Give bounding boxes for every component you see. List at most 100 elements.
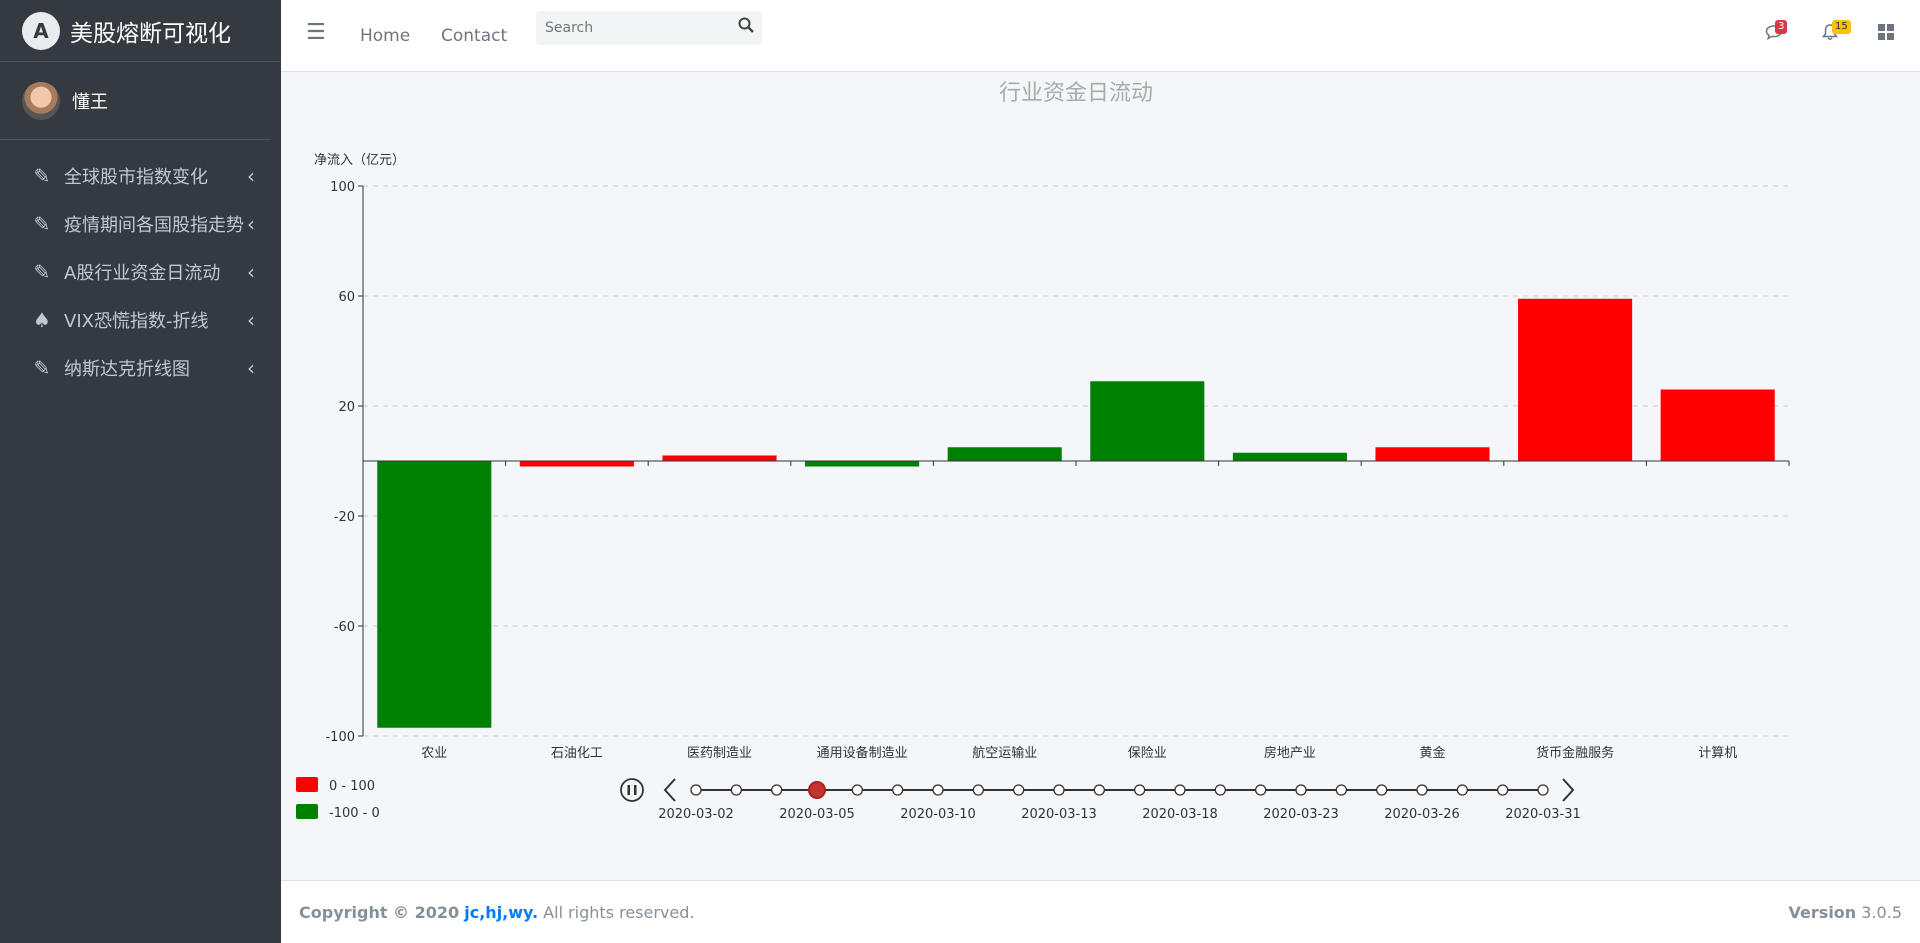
pause-icon	[620, 778, 644, 802]
sidebar-item-label: 疫情期间各国股指走势	[64, 215, 244, 236]
sidebar-item-vix[interactable]: ♠ VIX恐慌指数-折线 ‹	[0, 296, 281, 344]
timeline-point	[1013, 784, 1025, 796]
next-arrow-icon	[1562, 778, 1575, 802]
bar	[662, 455, 777, 461]
sidebar-item-label: A股行业资金日流动	[64, 263, 221, 284]
pause-icon-bar	[627, 785, 630, 795]
chart-title: 行业资金日流动	[999, 81, 1153, 106]
footer: Copyright © 2020 jc,hj,wy. All rights re…	[281, 880, 1920, 943]
notifications-badge: 15	[1832, 20, 1851, 34]
nav-contact-link[interactable]: Contact	[441, 26, 508, 46]
bell-icon[interactable]: 15	[1821, 20, 1851, 46]
legend-swatch	[296, 777, 318, 792]
nav-home-link[interactable]: Home	[360, 26, 411, 46]
timeline-point	[1497, 784, 1509, 796]
legend-label: -100 - 0	[329, 806, 380, 821]
sidebar-item-global-index[interactable]: ✎ 全球股市指数变化 ‹	[0, 152, 281, 200]
brand-title: 美股熔断可视化	[70, 20, 231, 47]
footer-version-label: Version	[1788, 902, 1857, 922]
timeline-point	[851, 784, 863, 796]
chevron-left-icon: ‹	[247, 164, 255, 188]
x-tick-label: 黄金	[1419, 745, 1445, 761]
timeline-point	[771, 784, 783, 796]
timeline-label: 2020-03-18	[1142, 807, 1218, 822]
timeline-point	[1416, 784, 1428, 796]
chevron-left-icon: ‹	[247, 260, 255, 284]
bar	[805, 461, 920, 467]
avatar	[22, 81, 60, 120]
footer-copyright: Copyright © 2020	[299, 902, 460, 922]
search-box	[536, 11, 762, 45]
prev-arrow-icon	[663, 778, 676, 802]
timeline-point	[972, 784, 984, 796]
x-tick-label: 农业	[421, 746, 447, 761]
timeline-point	[1295, 784, 1307, 796]
edit-icon: ✎	[33, 260, 51, 284]
chevron-left-icon: ‹	[247, 356, 255, 380]
x-tick-label: 保险业	[1128, 746, 1167, 761]
sidebar-nav: ✎ 全球股市指数变化 ‹ ✎ 疫情期间各国股指走势 ‹ ✎ A股行业资金日流动 …	[0, 140, 281, 392]
y-tick-label: -100	[325, 730, 355, 745]
footer-version: 3.0.5	[1861, 902, 1902, 922]
timeline-label: 2020-03-23	[1263, 807, 1339, 822]
sidebar-item-nasdaq[interactable]: ✎ 纳斯达克折线图 ‹	[0, 344, 281, 392]
x-tick-label: 通用设备制造业	[817, 745, 908, 761]
timeline-label: 2020-03-13	[1021, 807, 1097, 822]
timeline-point	[1174, 784, 1186, 796]
edit-icon: ✎	[33, 164, 51, 188]
top-navbar: ☰ Home Contact 3 15	[281, 0, 1920, 72]
brand-link[interactable]: A 美股熔断可视化	[0, 0, 281, 62]
bar	[1375, 447, 1490, 461]
x-tick-label: 医药制造业	[687, 746, 752, 761]
bar	[519, 461, 634, 467]
bar	[377, 461, 492, 728]
sidebar-item-industry-flow[interactable]: ✎ A股行业资金日流动 ‹	[0, 248, 281, 296]
timeline-point	[1134, 784, 1146, 796]
edit-icon: ✎	[33, 356, 51, 380]
search-icon[interactable]	[738, 17, 754, 38]
chevron-left-icon: ‹	[247, 212, 255, 236]
timeline-point	[1255, 784, 1267, 796]
timeline-label: 2020-03-10	[900, 807, 976, 822]
timeline-point	[1093, 784, 1105, 796]
grid-icon[interactable]	[1877, 22, 1895, 46]
x-tick-label: 货币金融服务	[1536, 745, 1614, 761]
timeline-label: 2020-03-31	[1505, 807, 1581, 822]
timeline-label: 2020-03-26	[1384, 807, 1460, 822]
chevron-left-icon: ‹	[247, 308, 255, 332]
messages-icon[interactable]: 3	[1765, 20, 1788, 46]
tree-icon: ♠	[33, 308, 51, 332]
timeline-point	[1456, 784, 1468, 796]
x-tick-label: 石油化工	[551, 746, 603, 761]
timeline-point	[1053, 784, 1065, 796]
legend-swatch	[296, 804, 318, 819]
user-panel[interactable]: 懂王	[0, 62, 271, 140]
y-tick-label: -60	[334, 620, 355, 635]
messages-badge: 3	[1775, 20, 1788, 34]
edit-icon: ✎	[33, 212, 51, 236]
bar	[1232, 452, 1347, 461]
sidebar: A 美股熔断可视化 懂王 ✎ 全球股市指数变化 ‹ ✎ 疫情期间各国股指走势 ‹…	[0, 0, 281, 943]
timeline-point	[1214, 784, 1226, 796]
search-input[interactable]	[536, 12, 727, 44]
timeline-label: 2020-03-02	[658, 807, 734, 822]
brand-logo-icon: A	[22, 11, 60, 50]
timeline-current-point	[808, 781, 826, 799]
sidebar-item-label: 全球股市指数变化	[64, 167, 208, 188]
x-tick-label: 计算机	[1698, 746, 1737, 761]
footer-authors-link[interactable]: jc,hj,wy.	[464, 902, 539, 922]
timeline-point	[892, 784, 904, 796]
x-tick-label: 航空运输业	[972, 745, 1037, 761]
sidebar-item-label: VIX恐慌指数-折线	[64, 311, 209, 332]
y-tick-label: 20	[338, 400, 355, 415]
y-tick-label: 100	[330, 180, 355, 195]
bar	[1090, 381, 1205, 461]
sidebar-item-country-trend[interactable]: ✎ 疫情期间各国股指走势 ‹	[0, 200, 281, 248]
y-tick-label: -20	[334, 510, 355, 525]
bar	[1518, 298, 1633, 461]
chart-panel: 行业资金日流动 净流入（亿元） 100 60 20 -20 -60 -100 农业 石油化工 医药制…	[281, 72, 1920, 880]
timeline-point	[690, 784, 702, 796]
menu-icon[interactable]: ☰	[306, 20, 326, 45]
timeline-point	[932, 784, 944, 796]
